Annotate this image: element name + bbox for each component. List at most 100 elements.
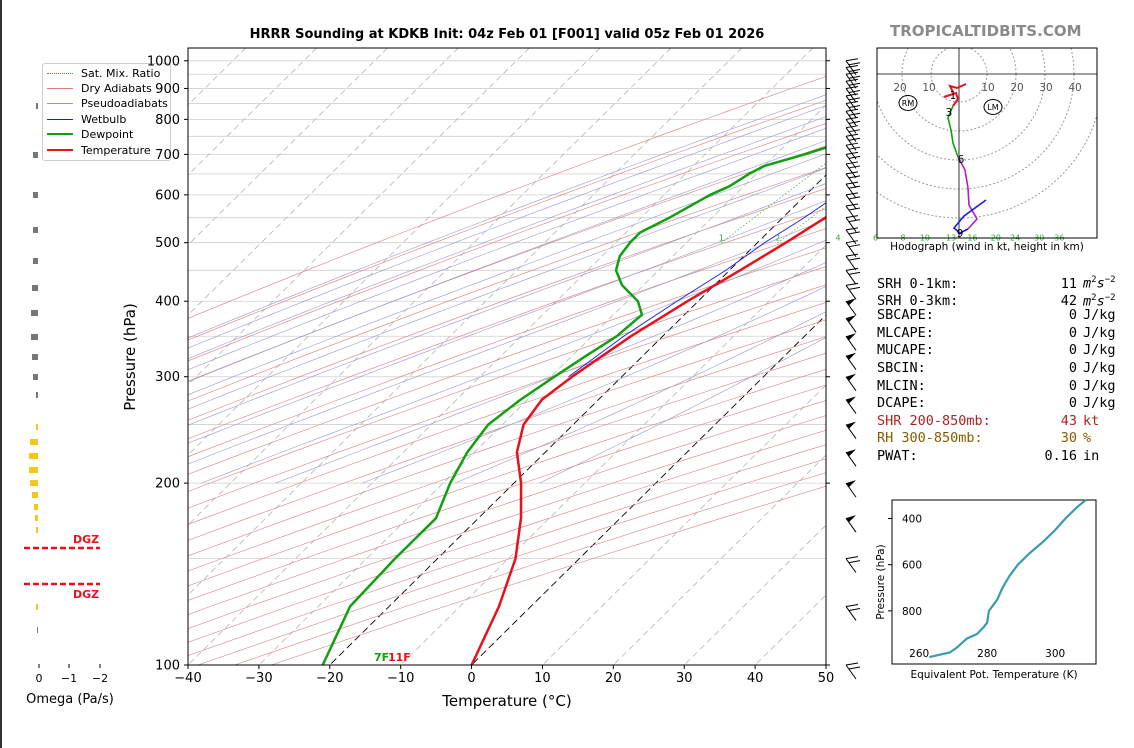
stat-value: 0 <box>1068 395 1077 412</box>
legend-swatch-wetbulb <box>47 118 73 120</box>
profile-wetbulb <box>568 202 826 378</box>
wind-barb-staff <box>845 67 857 82</box>
dry-adiabat-line <box>188 302 826 525</box>
wind-barb-feather <box>848 62 861 66</box>
legend-swatch-mixing-ratio <box>47 72 73 74</box>
wind-barb-feather <box>848 104 861 108</box>
stat-row: SBCIN: 0 J/kg <box>877 360 1116 378</box>
wind-barb-pennant <box>846 449 856 457</box>
mixing-ratio-label: 6 <box>873 234 878 243</box>
stat-value: 0 <box>1068 359 1077 376</box>
wind-barb-feather <box>848 112 861 116</box>
legend-item-dry-adiabats: Dry Adiabats <box>47 81 152 95</box>
x-tick-label: 20 <box>605 671 622 686</box>
wind-barb-feather <box>848 75 861 79</box>
wind-barb-staff <box>845 517 857 533</box>
stat-unit: m2s−2 <box>1083 292 1116 310</box>
mixing-ratio-line <box>951 48 1134 243</box>
wind-barb-staff <box>845 73 857 89</box>
y-tick-label: 100 <box>155 659 180 674</box>
wind-barb-staff <box>845 664 857 680</box>
y-tick-label: 300 <box>155 370 180 385</box>
wind-barb-staff <box>845 60 857 76</box>
dry-adiabat-line <box>188 167 826 402</box>
wind-barb-feather <box>848 82 861 86</box>
stat-value: 11 <box>1060 275 1077 292</box>
x-tick-label: −20 <box>316 671 343 686</box>
x-tick-label: −40 <box>174 671 201 686</box>
dry-adiabat-line <box>188 368 826 587</box>
stat-value: 43 <box>1060 412 1077 429</box>
wind-barb-staff <box>845 110 857 126</box>
legend-item-pseudoadiabats: Pseudoadiabats <box>47 96 168 110</box>
wind-barbs <box>845 58 861 680</box>
wind-barb-pennant <box>846 373 856 381</box>
mixing-ratio-line <box>1059 48 1134 243</box>
mixing-ratio-label: 4 <box>836 234 841 243</box>
wind-barb-staff <box>845 173 857 189</box>
stat-row: RH 300-850mb: 30% <box>877 430 1116 448</box>
wind-barb-feather <box>848 89 861 93</box>
legend-swatch-dry-adiabats <box>47 87 73 89</box>
mixing-ratio-line <box>996 48 1134 243</box>
isotherm-line <box>0 48 33 665</box>
pseudoadiabat-line <box>275 262 826 484</box>
wind-barb-pennant <box>846 421 856 429</box>
wind-barb-feather <box>845 71 859 75</box>
wind-barb-feather <box>848 231 861 235</box>
legend-swatch-dewpoint <box>47 133 73 135</box>
wind-barb-staff <box>845 95 857 111</box>
stat-label: SHR 200-850mb: <box>877 412 991 429</box>
y-tick-label: 800 <box>155 113 180 128</box>
stat-label: SRH 0-1km: <box>877 275 959 292</box>
stat-value: 0.16 <box>1044 447 1077 464</box>
wind-barb-feather <box>848 97 861 101</box>
wind-barb-feather <box>848 207 861 211</box>
stat-unit: % <box>1083 430 1092 447</box>
wind-barb-feather <box>845 603 859 607</box>
wind-barb-feather <box>845 203 859 207</box>
background-reference-lines <box>0 48 1134 665</box>
pseudoadiabat-line <box>188 127 826 371</box>
plot-frame <box>187 47 827 666</box>
wind-barb-feather <box>845 93 859 97</box>
wind-barb-staff <box>845 558 857 573</box>
stat-row: SHR 200-850mb: 43 kt <box>877 413 1116 431</box>
y-tick-label: 200 <box>155 477 180 492</box>
stat-unit: kt <box>1083 412 1100 429</box>
isotherm-line <box>188 48 672 526</box>
wind-barb-feather <box>845 662 859 666</box>
dry-adiabat-line <box>188 319 826 541</box>
wind-barb-staff <box>845 163 857 179</box>
legend-label: Dewpoint <box>81 127 134 141</box>
wind-barb-staff <box>845 451 857 467</box>
x-tick-label: 0 <box>467 671 475 686</box>
wind-barb-pennant <box>846 333 856 341</box>
wind-barb-feather <box>848 244 861 248</box>
mixing-ratio-label: 1 <box>719 234 724 243</box>
mixing-ratio-line <box>1015 48 1134 243</box>
wind-barb-staff <box>845 103 857 118</box>
sounding-stats: SRH 0-1km: 11 m2s−2 SRH 0-3km: 42 m2s−2 SBCAPE… <box>877 272 1116 466</box>
pseudoadiabat-line <box>201 239 826 484</box>
isotherm-line <box>258 104 826 665</box>
stat-unit: J/kg <box>1083 377 1116 394</box>
wind-barb-staff <box>845 217 857 232</box>
isotherm-line <box>400 244 826 665</box>
wind-barb-feather <box>845 116 859 120</box>
wind-barb-pennant <box>846 515 856 523</box>
dry-adiabat-line <box>188 76 826 319</box>
pseudoadiabat-line <box>539 337 826 484</box>
legend-label: Pseudoadiabats <box>81 96 168 110</box>
wind-barb-staff <box>845 88 857 103</box>
wind-barb-feather <box>848 666 861 670</box>
surface-temperature-label: 11F <box>388 651 411 664</box>
legend-item-mixing-ratio: Sat. Mix. Ratio <box>47 66 160 80</box>
wind-barb-feather <box>845 192 859 196</box>
dry-adiabat-line <box>188 123 826 362</box>
isotherm-line <box>683 524 826 665</box>
wind-barb-staff <box>845 127 857 142</box>
pseudoadiabat-line <box>188 140 826 383</box>
stat-value: 30 <box>1060 430 1077 447</box>
mixing-ratio-line <box>1039 48 1134 243</box>
